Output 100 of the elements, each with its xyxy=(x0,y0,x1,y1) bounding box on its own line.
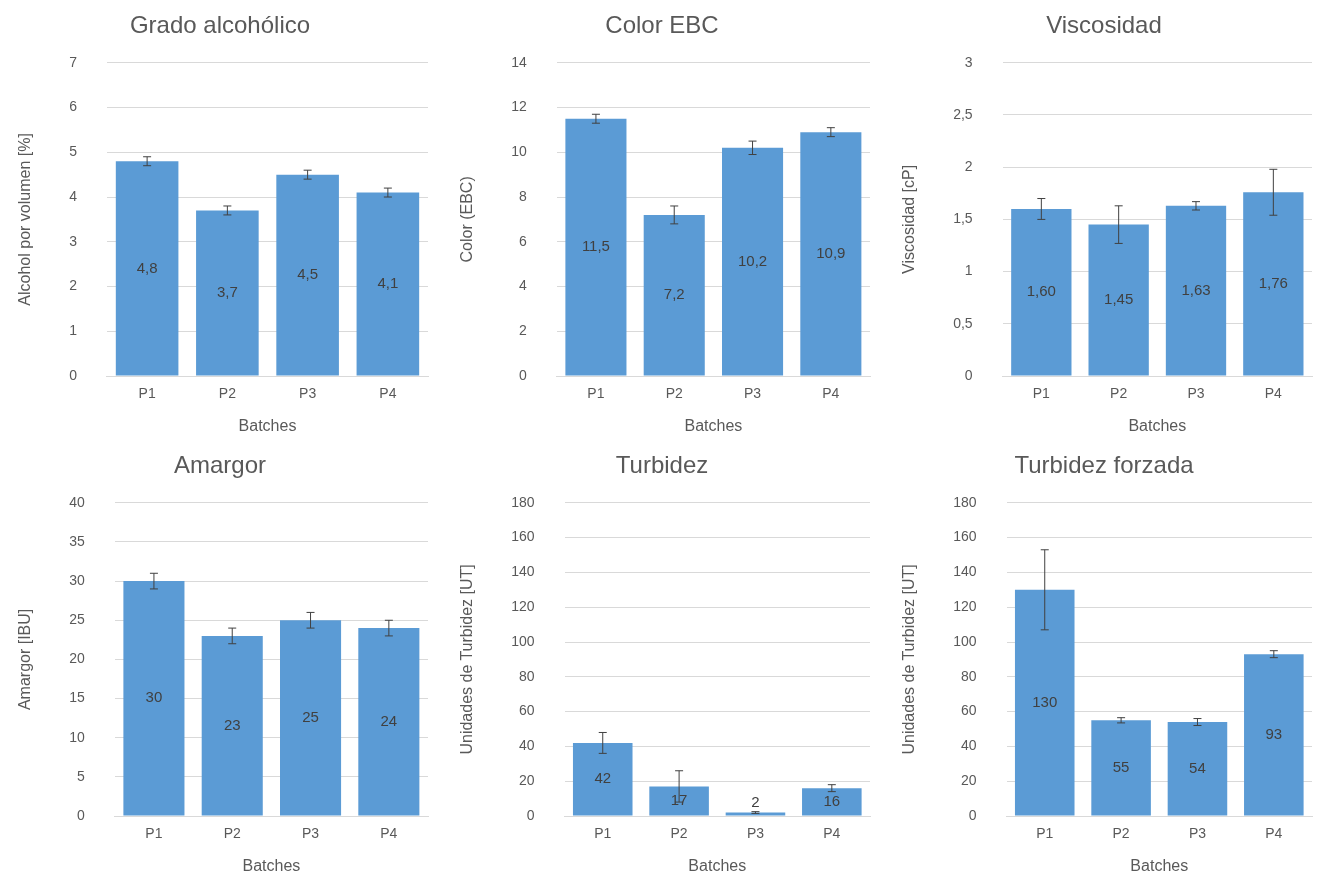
x-axis-title: Batches xyxy=(1128,416,1187,434)
data-label: 2 xyxy=(751,792,760,810)
y-tick-label: 160 xyxy=(511,528,535,545)
y-tick-label: 1,5 xyxy=(953,210,973,227)
y-tick-label: 2 xyxy=(518,322,527,339)
y-tick-label: 15 xyxy=(69,689,85,706)
bar xyxy=(1243,192,1304,376)
chart-title: Turbidez xyxy=(615,451,709,479)
bar xyxy=(722,147,784,376)
bar xyxy=(358,628,420,816)
y-tick-label: 8 xyxy=(518,187,527,204)
data-label: 1,60 xyxy=(1026,282,1056,300)
x-axis-title: Batches xyxy=(242,856,301,874)
data-label: 17 xyxy=(670,791,688,809)
y-tick-label: 0 xyxy=(518,366,527,383)
y-tick-label: 20 xyxy=(960,772,977,789)
data-label: 130 xyxy=(1032,692,1058,710)
x-tick-label: P4 xyxy=(379,385,397,402)
y-tick-label: 140 xyxy=(511,563,535,580)
bar xyxy=(201,635,263,816)
bar xyxy=(196,210,259,376)
y-tick-label: 40 xyxy=(960,737,977,754)
y-tick-label: 25 xyxy=(69,611,85,628)
y-tick-label: 2,5 xyxy=(953,105,973,122)
bar xyxy=(802,788,862,816)
bar xyxy=(1165,205,1227,376)
x-axis-title: Batches xyxy=(238,416,297,434)
y-tick-label: 120 xyxy=(511,598,535,615)
bar xyxy=(725,812,786,816)
x-tick-label: P4 xyxy=(380,825,398,842)
y-tick-label: 5 xyxy=(69,143,78,160)
data-label: 7,2 xyxy=(663,285,685,303)
x-tick-label: P3 xyxy=(1187,385,1205,402)
y-tick-label: 4 xyxy=(518,277,527,294)
y-tick-label: 0 xyxy=(526,806,535,823)
data-label: 4,5 xyxy=(297,265,319,283)
x-tick-label: P2 xyxy=(1110,385,1128,402)
y-tick-label: 1 xyxy=(69,322,78,339)
bar xyxy=(115,161,179,376)
x-tick-label: P2 xyxy=(218,385,237,402)
x-tick-label: P4 xyxy=(823,825,841,842)
y-tick-label: 60 xyxy=(960,702,977,719)
chart-title: Turbidez forzada xyxy=(1014,451,1195,479)
bar xyxy=(1011,208,1072,376)
y-tick-label: 14 xyxy=(511,53,527,70)
y-tick-label: 7 xyxy=(69,53,78,70)
y-tick-label: 1 xyxy=(964,262,973,279)
x-tick-label: P1 xyxy=(1036,825,1054,842)
y-tick-label: 2 xyxy=(69,277,78,294)
bar xyxy=(356,192,420,376)
y-axis-title: Amargor [IBU] xyxy=(16,608,34,711)
y-tick-label: 10 xyxy=(69,728,85,745)
y-tick-label: 40 xyxy=(69,493,85,510)
data-label: 93 xyxy=(1265,724,1283,742)
bar xyxy=(123,581,185,816)
x-tick-label: P2 xyxy=(665,385,684,402)
x-tick-label: P1 xyxy=(145,825,163,842)
y-tick-label: 0,5 xyxy=(953,314,973,331)
y-tick-label: 6 xyxy=(69,98,78,115)
y-axis-title: Color (EBC) xyxy=(458,176,476,263)
bar xyxy=(1088,224,1149,376)
y-tick-label: 180 xyxy=(511,493,535,510)
bar xyxy=(643,214,705,376)
y-axis-title: Alcohol por volumen [%] xyxy=(16,133,34,306)
data-label: 30 xyxy=(145,688,163,706)
y-tick-label: 80 xyxy=(960,667,977,684)
data-label: 11,5 xyxy=(581,237,610,255)
data-label: 3,7 xyxy=(216,283,238,301)
y-tick-label: 120 xyxy=(953,598,977,615)
bar xyxy=(276,174,339,376)
x-tick-label: P3 xyxy=(1188,825,1207,842)
y-tick-label: 60 xyxy=(518,702,535,719)
chart-title: Viscosidad xyxy=(1046,11,1162,39)
y-tick-label: 20 xyxy=(518,772,535,789)
bar xyxy=(800,132,862,376)
y-tick-label: 3 xyxy=(69,232,78,249)
bar xyxy=(280,620,342,816)
x-tick-label: P2 xyxy=(670,825,688,842)
y-tick-label: 0 xyxy=(76,806,85,823)
chart-title: Color EBC xyxy=(605,11,719,39)
y-axis-title: Unidades de Turbidez [UT] xyxy=(458,564,476,755)
x-tick-label: P1 xyxy=(594,825,612,842)
y-tick-label: 140 xyxy=(953,563,977,580)
y-tick-label: 2 xyxy=(964,158,973,175)
y-tick-label: 100 xyxy=(953,632,977,649)
bar xyxy=(1091,720,1151,816)
bar xyxy=(1244,654,1304,816)
bar xyxy=(572,742,633,816)
data-label: 4,8 xyxy=(136,258,158,276)
y-tick-label: 40 xyxy=(518,737,535,754)
data-label: 25 xyxy=(302,708,319,726)
y-tick-label: 0 xyxy=(968,806,977,823)
y-tick-label: 5 xyxy=(76,767,85,784)
x-tick-label: P2 xyxy=(1112,825,1130,842)
data-label: 24 xyxy=(380,711,398,729)
x-tick-label: P2 xyxy=(223,825,242,842)
y-axis-title: Unidades de Turbidez [UT] xyxy=(900,564,918,755)
data-label: 16 xyxy=(823,791,841,809)
x-tick-label: P1 xyxy=(1032,385,1051,402)
x-tick-label: P4 xyxy=(822,385,840,402)
